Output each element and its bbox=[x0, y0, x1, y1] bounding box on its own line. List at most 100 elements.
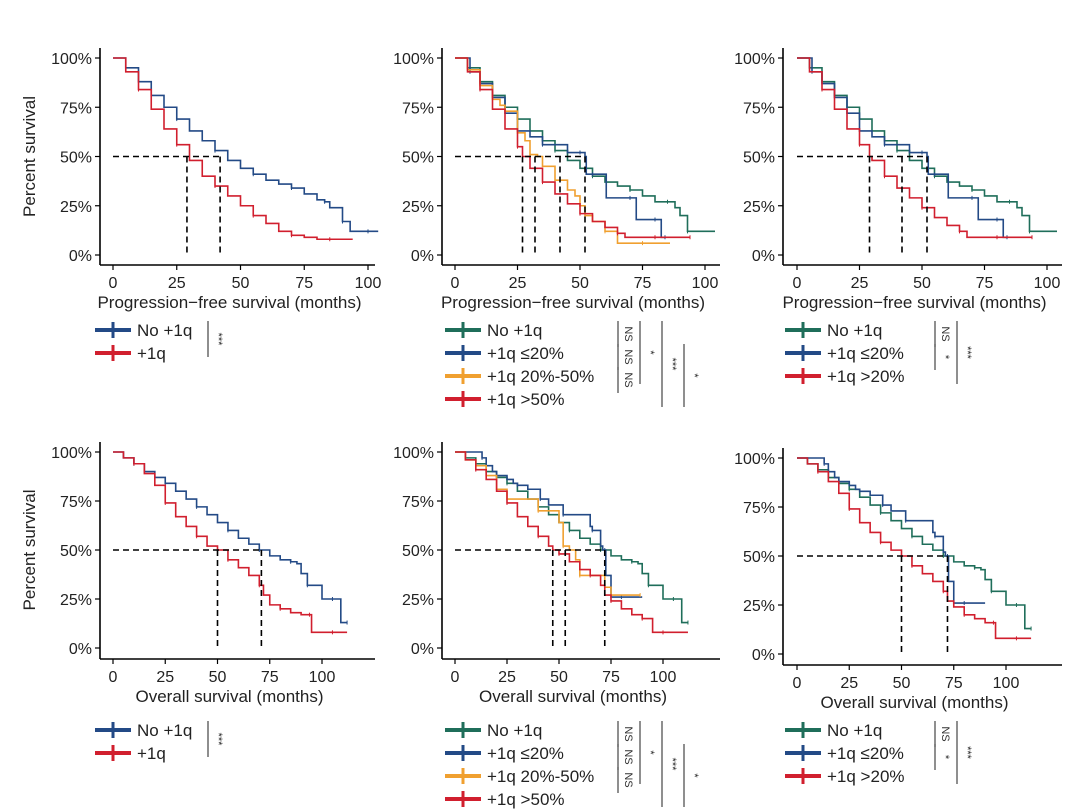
significance-label: * bbox=[939, 355, 951, 360]
significance-label: *** bbox=[961, 746, 973, 760]
km-curve--1q-20- bbox=[455, 451, 643, 598]
legend-label: +1q >50% bbox=[487, 790, 565, 809]
y-tick-label: 100% bbox=[393, 445, 434, 462]
y-tick-label: 25% bbox=[60, 592, 92, 609]
chart-panel-pfs-3group: 0% 25% 50% 75% 100% 0 25 50 75 100Progression−fre… bbox=[734, 48, 1062, 386]
significance-label: NS bbox=[939, 326, 951, 341]
significance-label: * bbox=[939, 755, 951, 760]
significance-label: *** bbox=[212, 333, 224, 347]
significance-label: NS bbox=[939, 726, 951, 741]
legend-label: +1q ≤20% bbox=[827, 344, 904, 363]
y-tick-label: 0% bbox=[411, 248, 434, 265]
x-tick-label: 25 bbox=[156, 669, 174, 686]
chart-panel-pfs-2group: 0% 25% 50% 75% 100% 0 25 50 75 100Progression−fre… bbox=[20, 48, 381, 363]
y-tick-label: 75% bbox=[402, 100, 434, 117]
y-tick-label: 50% bbox=[402, 543, 434, 560]
x-tick-label: 0 bbox=[109, 275, 118, 292]
significance-label: NS bbox=[622, 326, 634, 341]
x-tick-label: 0 bbox=[793, 675, 802, 692]
y-axis-label: Percent survival bbox=[20, 96, 39, 217]
y-tick-label: 0% bbox=[411, 641, 434, 658]
km-curve--1q-20- bbox=[797, 57, 1007, 239]
y-tick-label: 0% bbox=[752, 248, 775, 265]
km-curve--1q bbox=[113, 57, 353, 241]
km-curve--1q-50- bbox=[455, 57, 690, 239]
y-tick-label: 100% bbox=[51, 445, 92, 462]
x-axis-label: Overall survival (months) bbox=[821, 693, 1009, 712]
y-tick-label: 25% bbox=[743, 199, 775, 216]
x-tick-label: 25 bbox=[168, 275, 186, 292]
y-tick-label: 50% bbox=[402, 150, 434, 167]
x-tick-label: 50 bbox=[913, 275, 931, 292]
x-tick-label: 75 bbox=[976, 275, 994, 292]
significance-label: *** bbox=[961, 346, 973, 360]
significance-label: NS bbox=[622, 726, 634, 741]
x-axis-label: Progression−free survival (months) bbox=[97, 293, 361, 312]
km-curve--1q-20- bbox=[797, 57, 1032, 239]
significance-label: *** bbox=[212, 733, 224, 747]
y-tick-label: 100% bbox=[734, 51, 775, 68]
x-tick-label: 0 bbox=[451, 669, 460, 686]
x-axis-label: Overall survival (months) bbox=[136, 687, 324, 706]
significance-label: NS bbox=[622, 372, 634, 387]
legend-label: +1q ≤20% bbox=[487, 344, 564, 363]
y-tick-label: 25% bbox=[402, 592, 434, 609]
y-tick-label: 100% bbox=[734, 451, 775, 468]
x-tick-label: 50 bbox=[893, 675, 911, 692]
y-tick-label: 75% bbox=[60, 100, 92, 117]
legend-label: +1q >20% bbox=[827, 767, 905, 786]
y-tick-label: 50% bbox=[743, 150, 775, 167]
legend-label: +1q 20%-50% bbox=[487, 367, 594, 386]
x-tick-label: 100 bbox=[355, 275, 382, 292]
x-axis-label: Progression−free survival (months) bbox=[782, 293, 1046, 312]
x-tick-label: 0 bbox=[109, 669, 118, 686]
significance-label: NS bbox=[622, 772, 634, 787]
x-tick-label: 0 bbox=[451, 275, 460, 292]
x-axis-label: Overall survival (months) bbox=[479, 687, 667, 706]
y-tick-label: 75% bbox=[743, 500, 775, 517]
significance-label: * bbox=[688, 373, 700, 378]
x-tick-label: 25 bbox=[851, 275, 869, 292]
y-tick-label: 75% bbox=[743, 100, 775, 117]
significance-label: *** bbox=[666, 358, 678, 372]
legend-label: +1q ≤20% bbox=[487, 744, 564, 763]
km-curve--1q-20- bbox=[797, 457, 986, 604]
y-tick-label: 25% bbox=[743, 598, 775, 615]
y-axis-label: Percent survival bbox=[20, 490, 39, 611]
x-tick-label: 75 bbox=[261, 669, 279, 686]
legend-label: No +1q bbox=[827, 721, 882, 740]
y-tick-label: 25% bbox=[402, 199, 434, 216]
x-tick-label: 75 bbox=[945, 675, 963, 692]
km-curve--1q-50- bbox=[455, 451, 688, 634]
x-tick-label: 75 bbox=[295, 275, 313, 292]
km-curve--1q-20- bbox=[455, 57, 665, 239]
km-curve-no-1q bbox=[113, 451, 348, 624]
y-tick-label: 25% bbox=[60, 199, 92, 216]
legend-label: +1q 20%-50% bbox=[487, 767, 594, 786]
y-tick-label: 0% bbox=[69, 248, 92, 265]
x-tick-label: 50 bbox=[209, 669, 227, 686]
y-tick-label: 0% bbox=[69, 641, 92, 658]
x-tick-label: 50 bbox=[232, 275, 250, 292]
x-tick-label: 25 bbox=[840, 675, 858, 692]
x-tick-label: 75 bbox=[602, 669, 620, 686]
legend-label: No +1q bbox=[827, 321, 882, 340]
significance-label: * bbox=[688, 773, 700, 778]
legend-label: +1q >20% bbox=[827, 367, 905, 386]
x-tick-label: 100 bbox=[1034, 275, 1061, 292]
significance-label: *** bbox=[666, 758, 678, 772]
y-tick-label: 50% bbox=[743, 549, 775, 566]
legend-label: No +1q bbox=[137, 321, 192, 340]
legend-label: +1q ≤20% bbox=[827, 744, 904, 763]
km-curve--1q-20-50- bbox=[455, 451, 641, 596]
km-curve--1q bbox=[113, 451, 348, 634]
legend-label: +1q bbox=[137, 344, 166, 363]
x-tick-label: 100 bbox=[692, 275, 719, 292]
y-tick-label: 100% bbox=[51, 51, 92, 68]
x-tick-label: 50 bbox=[550, 669, 568, 686]
x-axis-label: Progression−free survival (months) bbox=[441, 293, 705, 312]
y-tick-label: 75% bbox=[60, 494, 92, 511]
x-tick-label: 100 bbox=[650, 669, 677, 686]
